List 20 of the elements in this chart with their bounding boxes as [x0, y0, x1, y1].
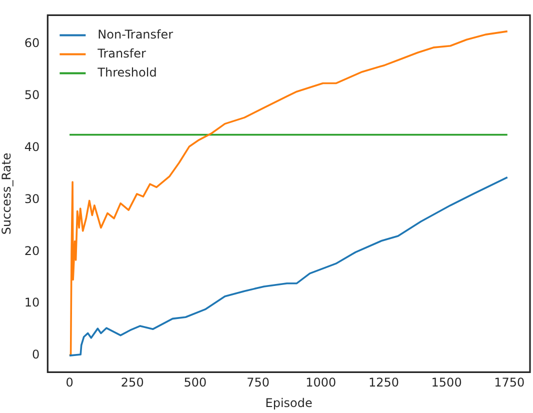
legend-label: Transfer: [96, 46, 146, 60]
x-tick-label: 500: [184, 376, 207, 390]
y-axis-title: Success_Rate: [0, 152, 14, 235]
legend-label: Threshold: [96, 65, 157, 80]
x-tick-label: 1250: [368, 376, 399, 390]
legend-label: Non-Transfer: [98, 27, 174, 42]
y-tick-label: 50: [24, 88, 40, 102]
x-tick-label: 250: [120, 376, 144, 390]
x-tick-label: 1500: [431, 376, 462, 390]
x-tick-label: 0: [66, 376, 74, 390]
y-tick-label: 30: [24, 192, 40, 206]
y-tick-label: 60: [24, 36, 40, 50]
y-tick-label: 20: [24, 244, 40, 258]
y-tick-label: 0: [32, 348, 40, 362]
x-tick-label: 750: [246, 376, 270, 390]
y-tick-label: 40: [24, 140, 40, 154]
y-tick-label: 10: [24, 296, 40, 310]
x-axis-title: Episode: [265, 396, 312, 410]
x-tick-label: 1750: [494, 376, 525, 390]
x-tick-label: 1000: [306, 376, 336, 390]
